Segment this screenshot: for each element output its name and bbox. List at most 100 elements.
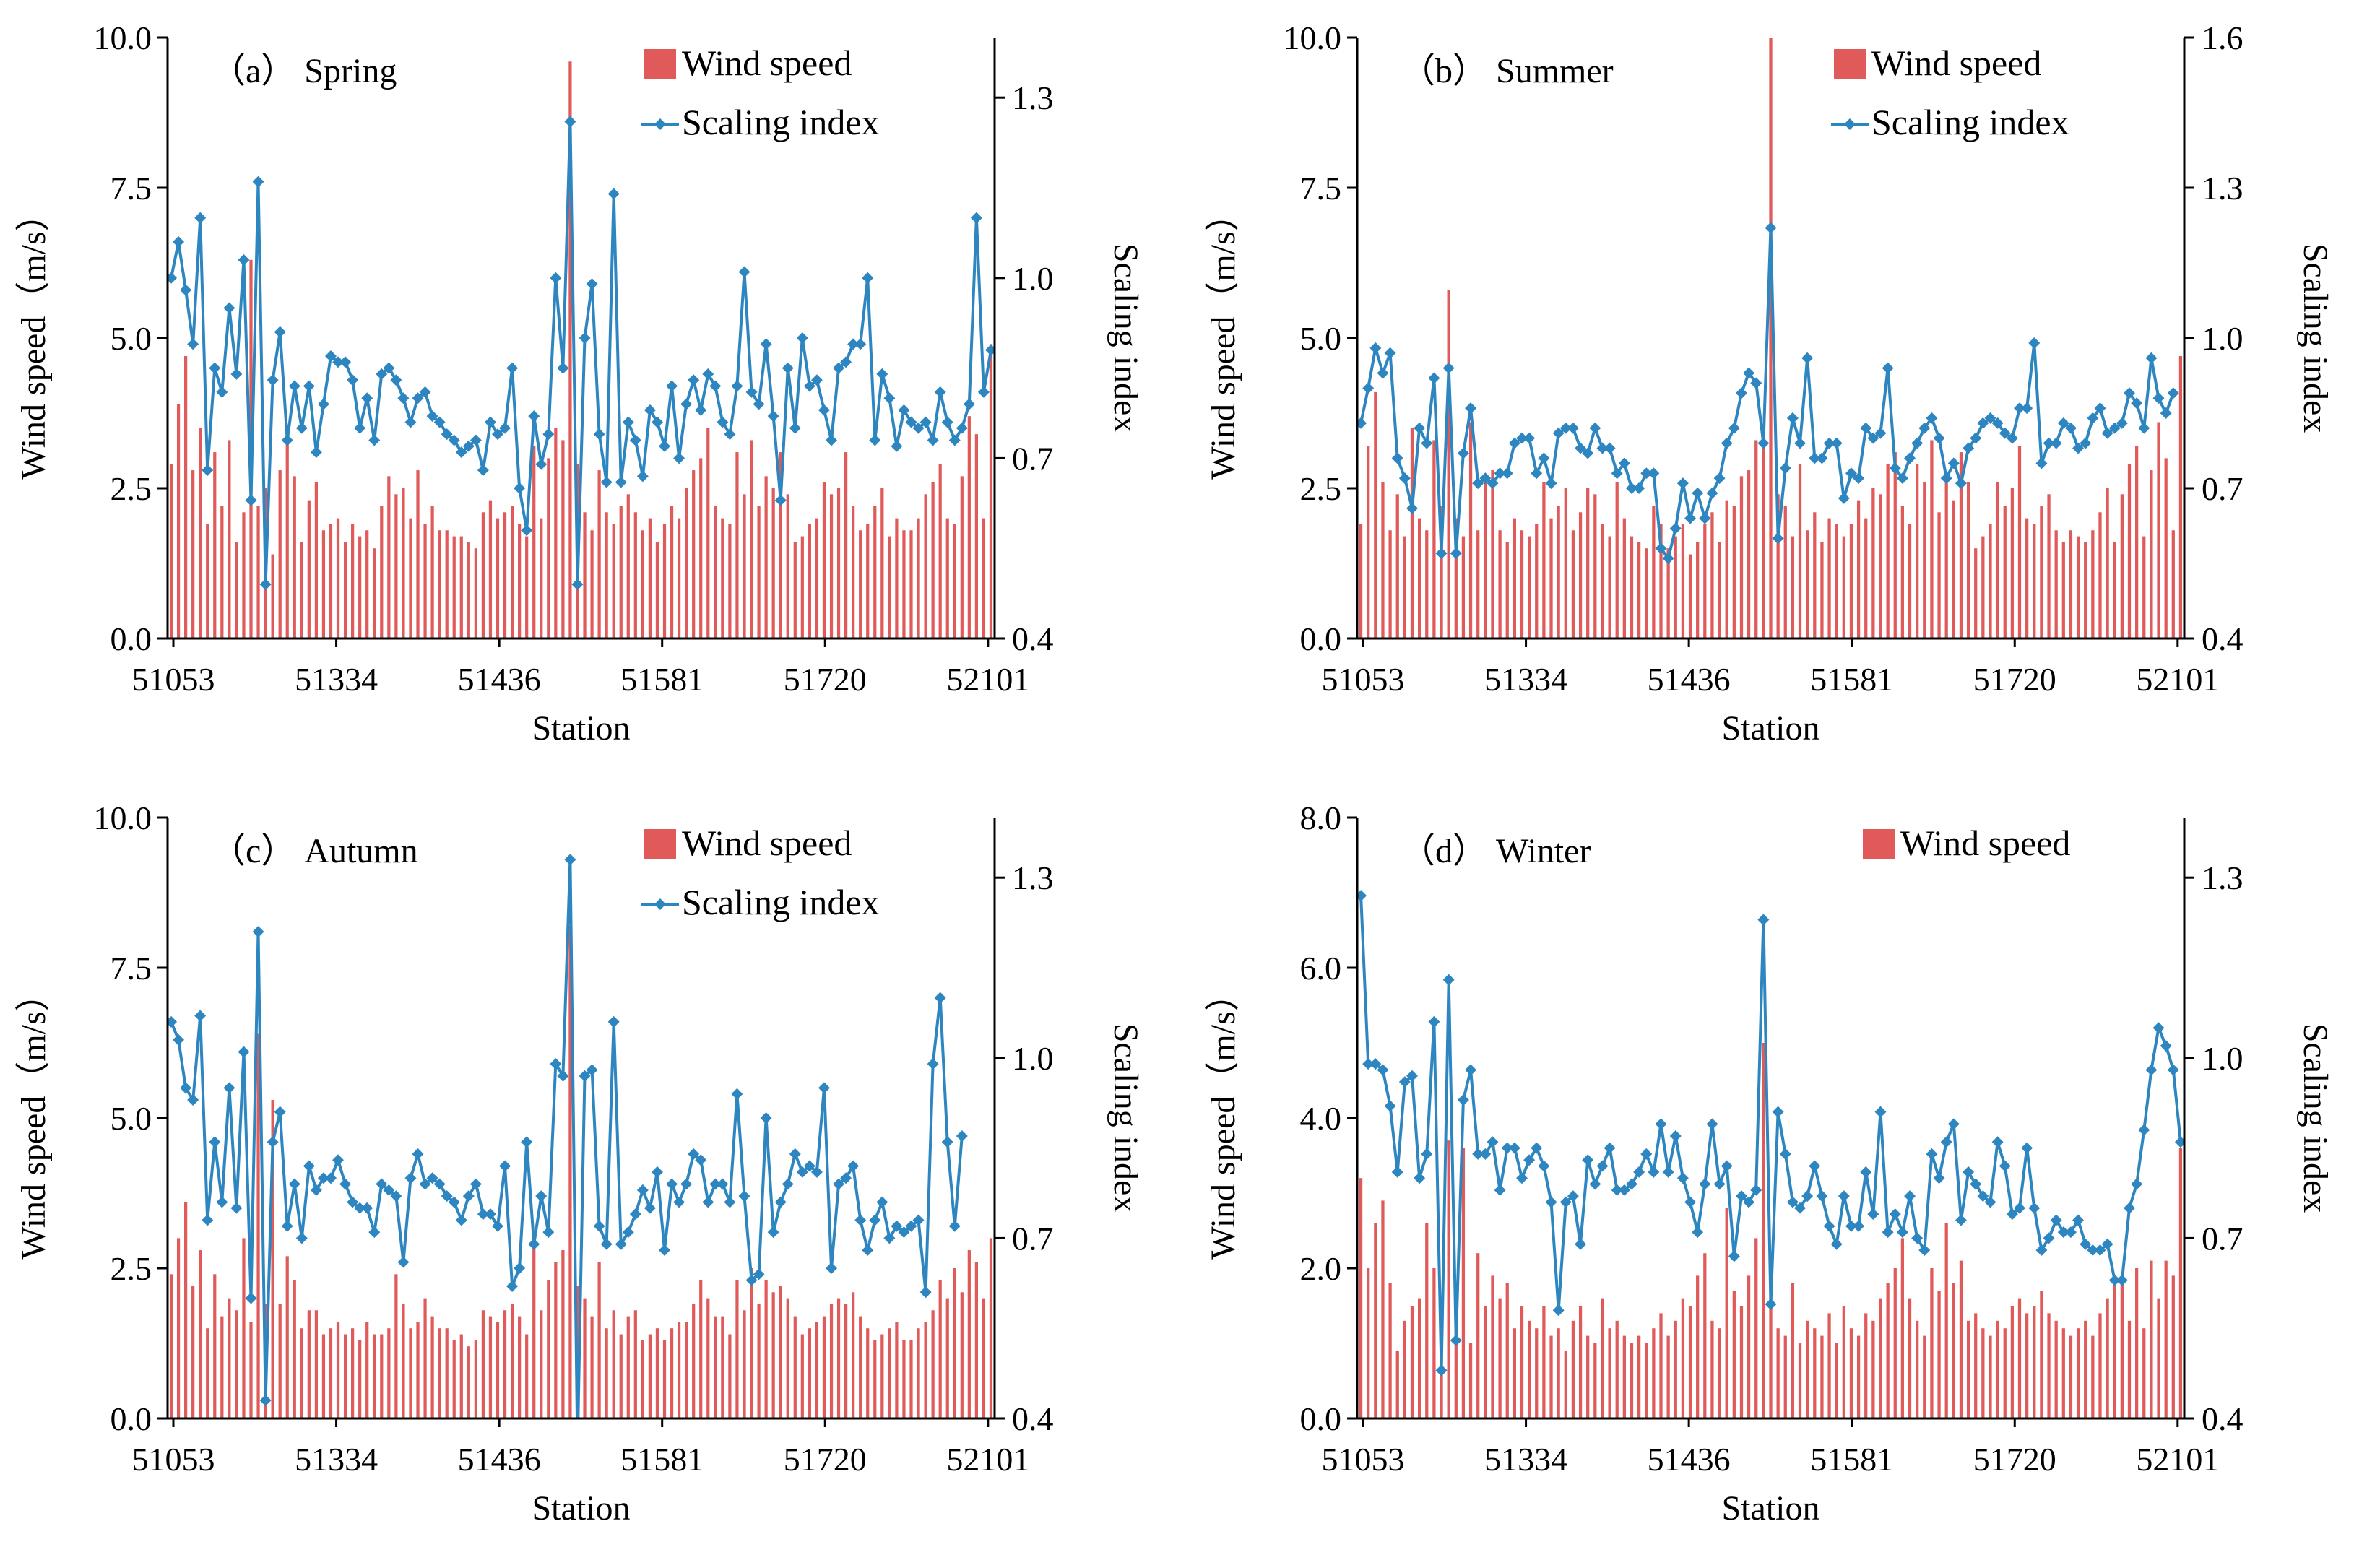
wind-speed-bar [1710,512,1714,638]
wind-speed-bar [278,470,282,638]
y2-tick-label: 1.3 [1012,859,1054,896]
scaling-index-marker [1816,1190,1828,1202]
wind-speed-bar [423,524,427,638]
wind-speed-bar [329,524,333,638]
wind-speed-bar [844,452,848,638]
scaling-index-marker [1362,1058,1375,1070]
wind-speed-bar [1959,1260,1963,1418]
scaling-index-marker [332,1154,345,1166]
legend-wind-speed-swatch [644,49,676,79]
legend-scaling-index-marker [654,118,666,130]
scaling-index-marker [1575,1238,1587,1250]
scaling-index-marker [2050,437,2062,449]
chart-panel-winter: 0.0 2.0 4.0 6.0 8.0 0.4 0.7 1.0 1.3 51053 51334 514… [1190,780,2379,1560]
scaling-index-marker [1955,477,1967,490]
wind-speed-bar [880,1334,884,1418]
scaling-index-marker [550,1058,562,1070]
scaling-index-marker [295,1232,308,1244]
scaling-index-marker [462,1190,475,1202]
wind-speed-bar [655,1328,659,1418]
wind-speed-bar [300,542,303,638]
scaling-index-marker [230,368,243,380]
scaling-index-marker [891,440,903,452]
scaling-index-marker [347,1196,359,1208]
scaling-index-marker [1398,1076,1411,1088]
scaling-index-marker [1713,1178,1726,1190]
x-axis-title: Station [1721,1489,1819,1528]
scaling-index-marker [557,1070,569,1082]
x-tick-label: 52101 [2136,661,2219,698]
x-tick-label: 51053 [132,661,215,698]
scaling-index-marker [2050,1214,2062,1226]
chart-svg: 0.0 2.0 4.0 6.0 8.0 0.4 0.7 1.0 1.3 51053 51334 514… [1204,800,2334,1528]
scaling-index-marker [1596,1160,1609,1172]
scaling-index-marker [2087,1244,2099,1257]
scaling-index-marker [310,446,322,459]
scaling-index-marker [1559,422,1572,434]
wind-speed-bar [169,464,173,638]
wind-speed-bar [2135,1268,2139,1418]
wind-speed-bar [235,1310,238,1418]
scaling-index-marker [180,1082,192,1094]
scaling-index-marker [1559,1196,1572,1208]
scaling-index-marker [514,1262,526,1274]
scaling-index-marker [1999,427,2011,439]
wind-speed-bar [271,1100,274,1418]
scaling-index-marker [1508,1142,1520,1154]
wind-speed-bar [271,554,274,638]
scaling-index-marker [1655,1118,1667,1130]
wind-speed-bar [859,530,862,638]
scaling-index-marker [753,398,765,410]
scaling-index-marker [985,344,995,356]
wind-speed-bar [1974,548,1978,638]
wind-speed-bar [1688,1306,1692,1418]
scaling-index-marker [267,374,279,386]
wind-speed-bar [721,1316,724,1418]
wind-speed-bar [1432,1268,1436,1418]
plot-area [1357,890,2184,1418]
wind-speed-bar [1571,530,1575,638]
wind-speed-bar [1981,1328,1985,1418]
scaling-index-marker [644,1202,656,1214]
wind-speed-bar [800,1334,804,1418]
wind-speed-bar [2106,1298,2109,1418]
scaling-index-marker [448,1196,460,1208]
scaling-index-line [1359,228,2175,562]
wind-speed-bar [503,1310,507,1418]
scaling-index-marker [2064,1226,2077,1239]
wind-speed-bar [1900,506,1905,638]
scaling-index-marker [2014,1202,2026,1214]
wind-speed-bar [285,1256,289,1418]
scaling-index-marker [826,434,838,446]
wind-speed-bar [1747,1275,1751,1418]
wind-speed-bar [242,1238,246,1418]
wind-speed-bar [989,1238,993,1418]
legend-wind-speed-swatch [1834,49,1866,79]
wind-speed-bar [380,506,384,638]
scaling-index-marker [1963,442,1975,454]
scaling-index-marker [607,1015,620,1028]
scaling-index-marker [1384,1100,1396,1112]
scaling-index-marker [514,482,526,494]
scaling-index-marker [1757,914,1770,926]
wind-speed-bar [2171,530,2175,638]
scaling-index-marker [194,212,207,224]
scaling-index-marker [1911,437,1924,449]
scaling-index-marker [607,188,620,200]
scaling-index-marker [317,1172,329,1184]
wind-speed-bar [786,494,789,638]
scaling-index-marker [636,1184,649,1196]
scaling-index-marker [1874,427,1887,439]
scaling-index-marker [2080,437,2092,449]
wind-speed-bar [518,524,522,638]
wind-speed-bar [1952,500,1955,638]
wind-speed-bar [1571,1320,1575,1418]
scaling-index-marker [1531,1142,1543,1154]
wind-speed-bar [670,506,674,638]
wind-speed-bar [808,1328,811,1418]
wind-speed-bar [1916,464,1919,638]
scaling-index-marker [1377,367,1389,379]
wind-speed-bar [1410,1306,1414,1418]
y-tick-label: 6.0 [1300,950,1342,987]
scaling-index-marker [1889,1208,1901,1221]
